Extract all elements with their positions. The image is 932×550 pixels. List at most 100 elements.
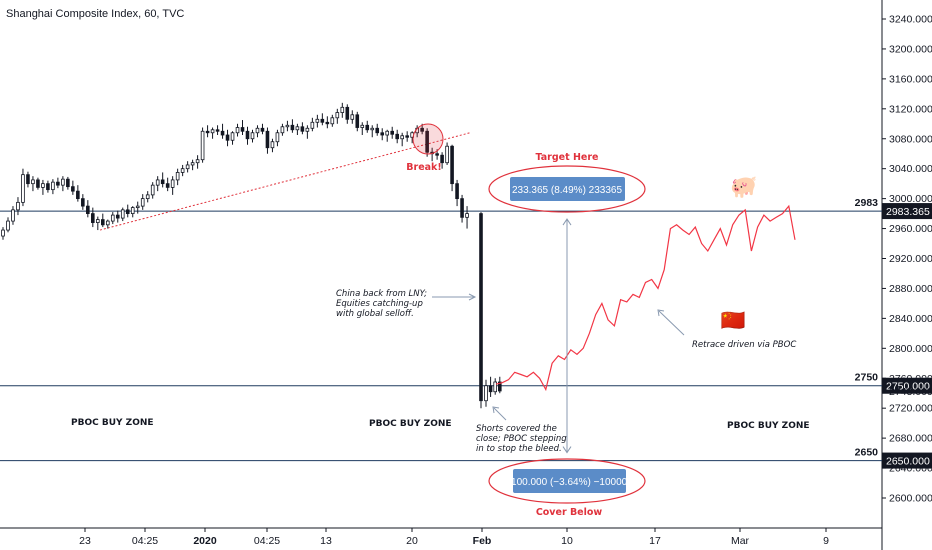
projection-layer (495, 204, 796, 392)
candle-body (325, 121, 330, 125)
cover-measure-pill (513, 469, 626, 493)
price-tick-label: 3040.000 (889, 163, 932, 175)
candle-body (215, 129, 220, 132)
candle-body (91, 213, 95, 223)
retrace-note: Retrace driven via PBOC (692, 340, 796, 350)
candle-body (255, 127, 260, 134)
projection-line (495, 204, 796, 392)
candle-body (245, 130, 250, 140)
candle-body (115, 214, 120, 219)
china-note-line: Equities catching-up (336, 299, 423, 309)
candle-body (190, 162, 195, 166)
candle-body (455, 183, 459, 200)
last-price-label: 2743.009 (889, 386, 932, 398)
target-label: Target Here (536, 152, 599, 163)
retrace-arrowhead-icon (657, 309, 665, 317)
candle-body (390, 130, 395, 135)
candle-body (205, 130, 210, 134)
candle-body (135, 205, 140, 209)
candle-body (16, 201, 20, 211)
price-tick-label: 2680.000 (889, 433, 932, 445)
candle-body (140, 198, 145, 207)
break-label: Break! (406, 162, 441, 173)
china-note-arrowhead-icon (468, 293, 477, 301)
price-tick-label: 2880.000 (889, 283, 932, 295)
time-axis[interactable]: 23 04:25 2020 04:25 13 20 Feb 10 17 Mar 9 (79, 528, 829, 547)
shorts-note-arrow (493, 407, 507, 421)
candle-body (260, 127, 265, 132)
candle-body (175, 172, 180, 181)
measure-arrow-up-icon (562, 218, 572, 226)
candle-body (435, 153, 439, 156)
time-tick-label: 23 (79, 535, 91, 547)
candle-body (265, 130, 270, 149)
candle-body (290, 124, 295, 131)
candle-body (497, 381, 502, 392)
pboc-buy-zone-label: PBOC BUY ZONE (71, 418, 154, 428)
candle-body (250, 132, 255, 140)
time-tick-label: 2020 (193, 535, 217, 547)
candle-body (370, 127, 375, 131)
shorts-note-line: Shorts covered the (476, 424, 557, 434)
price-axis[interactable]: 2600.000 2640.000 2680.000 2720.000 2760.000… (882, 14, 932, 505)
level-label: 2650 (855, 447, 879, 459)
candle-body (275, 132, 280, 143)
cover-measure-label: −100.000 (−3.64%) −100000 (505, 477, 633, 488)
candle-body (340, 106, 345, 113)
price-tick-label: 3160.000 (889, 73, 932, 85)
candle-body (320, 118, 325, 123)
level-price-tag (882, 203, 932, 220)
candle-body (465, 213, 469, 218)
candle-body (125, 209, 130, 214)
target-measure-label: 233.365 (8.49%) 233365 (512, 185, 623, 196)
candle-body (420, 127, 424, 132)
candle-body (330, 117, 335, 125)
candle-body (210, 129, 215, 134)
time-tick-label: 04:25 (254, 535, 280, 547)
level-label: 2983 (855, 197, 879, 209)
candle-body (380, 132, 385, 136)
target-measure-pill (510, 177, 625, 201)
candle-body (220, 130, 225, 136)
price-tick-label: 2960.000 (889, 223, 932, 235)
annotation-layer: Target Here 233.365 (8.49%) 233365 −100.00… (71, 123, 810, 518)
candle-body (345, 106, 350, 120)
candle-body (76, 190, 80, 200)
candle-body (100, 219, 105, 226)
shorts-note-arrowhead-icon (492, 406, 500, 414)
candle-body (21, 174, 25, 203)
candle-body (335, 112, 340, 119)
candle-body (488, 385, 493, 393)
china-note-line: China back from LNY; (336, 289, 427, 299)
candle-body (300, 126, 305, 132)
cover-label: Cover Below (536, 507, 603, 518)
candle-body (155, 179, 160, 186)
candle-body (41, 183, 45, 188)
candle-body (360, 124, 365, 128)
candle-body (86, 205, 90, 214)
price-tick-label: 2840.000 (889, 313, 932, 325)
level-label: 2750 (855, 372, 879, 384)
candle-body (385, 130, 390, 136)
candle-body (425, 130, 429, 153)
candle-body (479, 213, 483, 402)
candle-body (170, 179, 175, 188)
break-circle (412, 123, 444, 155)
candle-body (315, 118, 320, 123)
price-tick-label: 2800.000 (889, 343, 932, 355)
time-tick-label: 04:25 (132, 535, 158, 547)
candle-body (295, 126, 300, 131)
candle-body (445, 145, 449, 164)
candlestick-series (1, 102, 502, 409)
price-tick-label: 3240.000 (889, 14, 932, 26)
candle-body (165, 183, 170, 188)
time-tick-label: 13 (320, 535, 332, 547)
price-tick-label: 2640.000 (889, 463, 932, 475)
candle-body (365, 124, 370, 131)
price-tick-label: 3080.000 (889, 133, 932, 145)
horizontal-levels[interactable]: 2983 2983.365 2750 2750.000 2650 2650.000 (0, 197, 932, 469)
price-tick-label: 2600.000 (889, 493, 932, 505)
candle-body (130, 207, 135, 214)
